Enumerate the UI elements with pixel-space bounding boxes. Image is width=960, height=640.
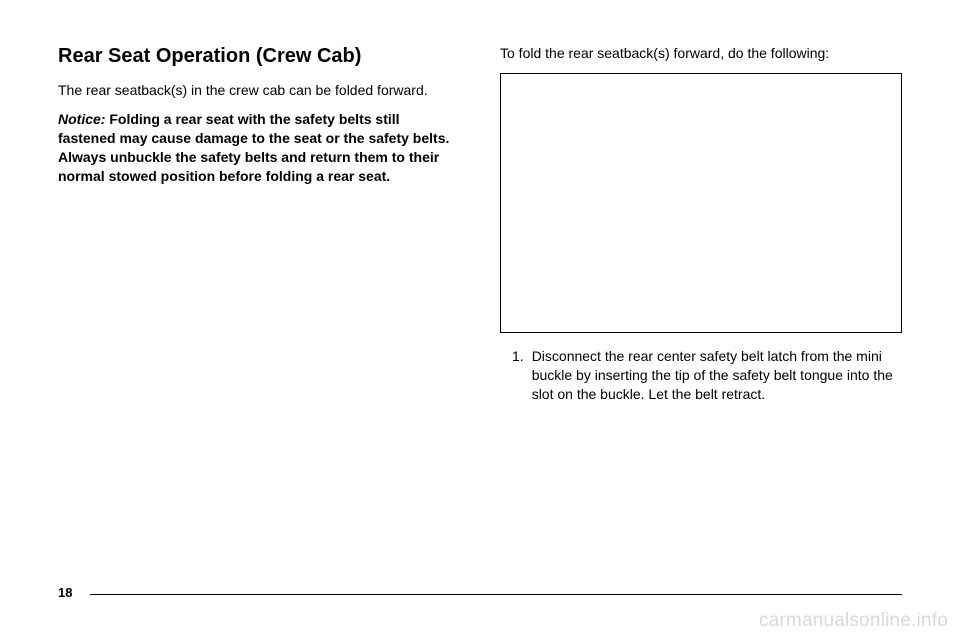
page: Rear Seat Operation (Crew Cab) The rear … — [0, 0, 960, 640]
footer-rule — [90, 594, 902, 596]
step-text: Disconnect the rear center safety belt l… — [532, 347, 902, 404]
watermark: carmanualsonline.info — [759, 610, 948, 632]
left-column: Rear Seat Operation (Crew Cab) The rear … — [58, 44, 460, 585]
intro-paragraph: The rear seatback(s) in the crew cab can… — [58, 81, 460, 100]
step-item: 1. Disconnect the rear center safety bel… — [500, 347, 902, 404]
notice-label: Notice: — [58, 111, 105, 127]
two-column-layout: Rear Seat Operation (Crew Cab) The rear … — [58, 44, 902, 585]
right-column: To fold the rear seatback(s) forward, do… — [500, 44, 902, 585]
step-number: 1. — [512, 347, 524, 404]
figure-placeholder — [500, 73, 902, 333]
lead-paragraph: To fold the rear seatback(s) forward, do… — [500, 44, 902, 63]
section-heading: Rear Seat Operation (Crew Cab) — [58, 44, 460, 69]
page-number: 18 — [58, 585, 72, 600]
notice-text: Folding a rear seat with the safety belt… — [58, 111, 449, 184]
notice-paragraph: Notice: Folding a rear seat with the saf… — [58, 110, 460, 186]
page-footer: 18 — [58, 585, 902, 600]
